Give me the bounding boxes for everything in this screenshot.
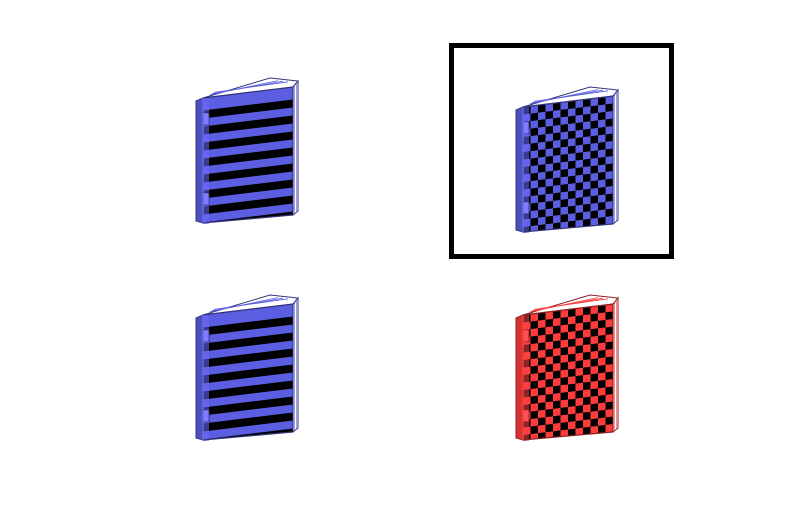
book-cover (523, 96, 613, 232)
book-pages (522, 86, 619, 226)
book-icon (515, 86, 619, 233)
book-red-checker-bottom-right[interactable] (483, 262, 633, 467)
book-cover (523, 304, 613, 440)
book-blue-checker-top-right[interactable] (483, 54, 633, 259)
book-cover (203, 304, 293, 440)
book-blue-stripes-bottom-left[interactable] (163, 262, 313, 467)
book-spine (195, 97, 210, 224)
book-pages (202, 294, 299, 434)
book-icon (195, 294, 299, 441)
book-icon (195, 77, 299, 224)
book-blue-stripes-top-left[interactable] (163, 45, 313, 250)
book-spine (195, 314, 210, 441)
book-cover (203, 87, 293, 223)
book-pages (202, 77, 299, 217)
book-icon (515, 294, 619, 441)
